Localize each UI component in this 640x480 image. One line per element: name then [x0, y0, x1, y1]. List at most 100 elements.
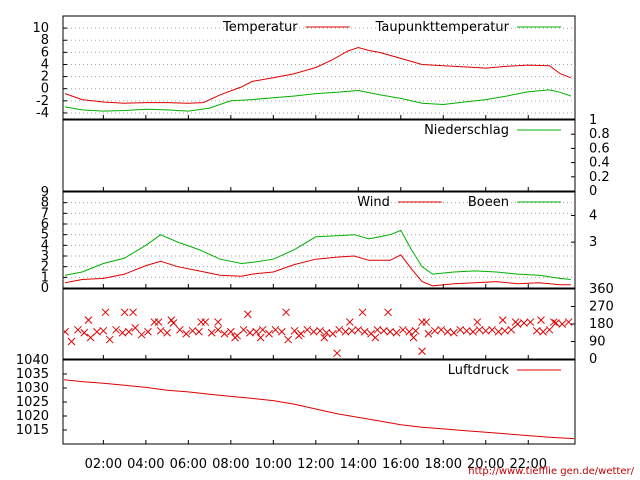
x-tick-label: 16:00 — [382, 457, 419, 472]
y-tick-label: 7 — [41, 206, 49, 221]
panel-frame — [62, 191, 576, 289]
direction-marker — [437, 325, 446, 334]
direction-marker — [86, 333, 95, 342]
direction-marker — [252, 327, 261, 336]
direction-marker — [271, 325, 280, 334]
direction-marker — [294, 331, 303, 340]
legend-label: Luftdruck — [448, 363, 510, 378]
direction-marker — [335, 325, 344, 334]
y-tick-label: 1 — [41, 270, 49, 285]
y-tick-label-right: 0 — [589, 352, 597, 367]
legend-label: Wind — [357, 195, 390, 210]
y-tick-label-right: 180 — [589, 317, 614, 332]
direction-marker — [246, 328, 254, 337]
direction-marker — [418, 347, 426, 356]
direction-marker — [409, 333, 418, 342]
direction-marker — [379, 326, 388, 335]
direction-marker — [220, 329, 229, 338]
x-tick-label: 14:00 — [340, 457, 377, 472]
plot-area — [65, 229, 571, 287]
direction-marker — [532, 326, 541, 335]
y-tick-label: 4 — [41, 238, 49, 253]
y-tick-label: 1025 — [16, 395, 49, 410]
direction-marker — [511, 318, 520, 326]
series-line-boeen — [65, 229, 571, 280]
direction-marker — [243, 310, 252, 319]
direction-marker — [405, 327, 414, 336]
y-tick-label: 9 — [41, 185, 49, 200]
direction-marker — [195, 327, 203, 336]
direction-marker — [450, 328, 458, 337]
direction-marker — [322, 328, 331, 337]
legend-label: Temperatur — [222, 20, 298, 35]
direction-marker — [256, 333, 265, 342]
direction-marker — [443, 327, 452, 336]
direction-marker — [545, 325, 554, 334]
direction-marker — [501, 326, 509, 335]
direction-marker — [520, 319, 528, 327]
direction-marker — [456, 325, 465, 334]
direction-marker — [231, 333, 239, 342]
y-tick-label-right: 3 — [589, 235, 597, 250]
y-tick-label: 5 — [41, 228, 49, 243]
direction-marker — [386, 327, 395, 336]
y-tick-label: 0 — [41, 82, 49, 97]
direction-marker — [277, 327, 286, 336]
y-tick-label-right: 0.4 — [589, 156, 610, 171]
source-credit: http://www.tiefflie gen.de/wetter/ — [468, 466, 634, 477]
legend-label: Niederschlag — [424, 123, 509, 138]
direction-marker — [64, 327, 69, 336]
direction-marker — [303, 325, 312, 334]
direction-marker — [84, 316, 93, 324]
direction-marker — [462, 326, 471, 335]
direction-marker — [564, 318, 573, 326]
direction-marker — [475, 325, 484, 334]
direction-marker — [411, 326, 420, 335]
x-tick-label: 10:00 — [255, 457, 292, 472]
direction-marker — [239, 325, 248, 334]
direction-marker — [494, 327, 503, 336]
y-tick-label: 1015 — [16, 423, 49, 438]
direction-marker — [558, 320, 567, 328]
direction-marker — [424, 329, 433, 338]
x-tick-label: 04:00 — [127, 457, 164, 472]
direction-marker — [384, 308, 392, 317]
y-tick-label: 6 — [41, 217, 49, 232]
direction-marker — [67, 337, 76, 346]
direction-marker — [399, 325, 407, 334]
direction-marker — [507, 325, 516, 334]
y-tick-label: -2 — [36, 94, 49, 109]
direction-marker — [341, 327, 350, 336]
direction-marker — [282, 308, 290, 317]
y-tick-label-right: 0.2 — [589, 170, 610, 185]
direction-marker — [156, 326, 165, 335]
direction-marker — [333, 349, 341, 358]
direction-marker — [93, 327, 101, 336]
direction-marker — [392, 328, 401, 337]
series-line-temperatur — [64, 46, 571, 104]
direction-marker — [214, 318, 222, 326]
y-tick-label: 0 — [41, 281, 49, 296]
direction-marker — [345, 318, 354, 326]
direction-marker — [537, 316, 545, 324]
direction-marker — [316, 326, 324, 335]
x-tick-label: 18:00 — [425, 457, 462, 472]
direction-marker — [320, 333, 329, 342]
direction-marker — [137, 330, 146, 339]
direction-marker — [80, 328, 89, 337]
direction-marker — [154, 318, 163, 326]
direction-marker — [430, 326, 439, 335]
series-line-taupunkttemperatur — [65, 89, 571, 112]
y-tick-label-right: 360 — [589, 282, 614, 297]
y-tick-label: 1020 — [16, 409, 49, 424]
direction-marker — [99, 326, 108, 335]
direction-marker — [175, 325, 184, 334]
direction-marker — [328, 329, 337, 338]
y-tick-label: 1030 — [16, 381, 49, 396]
direction-marker — [354, 325, 363, 334]
direction-marker — [284, 335, 293, 344]
